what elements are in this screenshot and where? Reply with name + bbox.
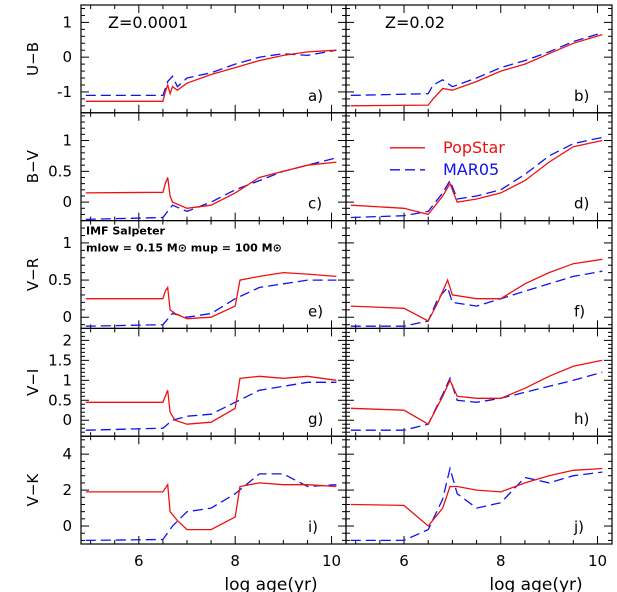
y-tick-label: 2 bbox=[62, 481, 72, 499]
series-mar05-line bbox=[350, 32, 603, 97]
series-popstar-line bbox=[350, 467, 603, 527]
series-mar05-line bbox=[350, 136, 603, 219]
y-tick-label: 0 bbox=[62, 308, 72, 326]
panel-j bbox=[345, 435, 613, 545]
panel-tag: h) bbox=[574, 410, 589, 428]
y-axis-label: V−K bbox=[24, 473, 42, 507]
legend-mar05-label: MAR05 bbox=[443, 160, 499, 179]
panel-frame bbox=[345, 327, 613, 437]
series-mar05-line bbox=[350, 465, 603, 542]
x-tick-label: 6 bbox=[134, 552, 144, 570]
y-tick-label: 0.5 bbox=[48, 162, 72, 180]
panel-tag: e) bbox=[308, 302, 323, 320]
series-popstar-line bbox=[350, 139, 603, 216]
series-mar05-line bbox=[85, 49, 337, 97]
y-axis-label: V−I bbox=[24, 369, 42, 396]
panel-tag: b) bbox=[574, 87, 589, 105]
y-axis-label: B−V bbox=[24, 149, 42, 183]
series-mar05-line bbox=[85, 473, 337, 542]
series-popstar-line bbox=[85, 161, 337, 209]
panel-tag: i) bbox=[308, 518, 318, 536]
y-axis-label: V−R bbox=[24, 258, 42, 291]
panel-f bbox=[345, 220, 613, 330]
y-tick-label: 1 bbox=[62, 132, 72, 150]
y-tick-label: 1.5 bbox=[48, 351, 72, 369]
series-mar05-line bbox=[85, 381, 337, 431]
legend-popstar-label: PopStar bbox=[443, 138, 505, 157]
series-popstar-line bbox=[350, 359, 603, 426]
panel-g bbox=[80, 327, 347, 437]
series-mar05-line bbox=[350, 270, 603, 327]
series-mar05-line bbox=[85, 279, 337, 327]
y-tick-label: 0 bbox=[62, 193, 72, 211]
panel-tag: f) bbox=[574, 302, 585, 320]
x-tick-label: 10 bbox=[322, 552, 341, 570]
panel-tag: g) bbox=[308, 410, 323, 428]
imf-note-line2: mlow = 0.15 M⊙ mup = 100 M⊙ bbox=[86, 242, 282, 255]
series-mar05-line bbox=[350, 371, 603, 431]
panel-i bbox=[80, 435, 347, 545]
y-axis-label: U−B bbox=[24, 42, 42, 76]
panel-tag: a) bbox=[308, 87, 323, 105]
panel-tag: j) bbox=[573, 518, 584, 536]
panel-c bbox=[80, 112, 347, 222]
series-popstar-line bbox=[350, 33, 603, 107]
series-popstar-line bbox=[350, 258, 603, 322]
panel-e bbox=[80, 220, 347, 330]
panel-h bbox=[345, 327, 613, 437]
panel-frame bbox=[345, 220, 613, 330]
x-tick-label: 10 bbox=[588, 552, 607, 570]
y-tick-label: 0.5 bbox=[48, 271, 72, 289]
y-tick-label: 1 bbox=[62, 13, 72, 31]
column-label-z-solar: Z=0.02 bbox=[385, 13, 445, 32]
y-tick-label: 0 bbox=[62, 48, 72, 66]
column-label-z-low: Z=0.0001 bbox=[108, 13, 188, 32]
panel-tag: d) bbox=[574, 195, 589, 213]
y-tick-label: 0.5 bbox=[48, 391, 72, 409]
y-tick-label: 2 bbox=[62, 331, 72, 349]
x-axis-label: log age(yr) bbox=[224, 575, 317, 592]
imf-note-line1: IMF Salpeter bbox=[86, 225, 166, 238]
series-popstar-line bbox=[85, 482, 337, 531]
y-tick-label: -1 bbox=[57, 83, 72, 101]
y-tick-label: 4 bbox=[62, 445, 72, 463]
x-tick-label: 6 bbox=[399, 552, 409, 570]
series-popstar-line bbox=[85, 375, 337, 425]
series-popstar-line bbox=[85, 49, 337, 102]
x-tick-label: 8 bbox=[230, 552, 240, 570]
x-axis-label: log age(yr) bbox=[489, 575, 582, 592]
y-tick-label: 0 bbox=[62, 517, 72, 535]
y-tick-label: 0 bbox=[62, 411, 72, 429]
series-popstar-line bbox=[85, 271, 337, 320]
y-tick-label: 1 bbox=[62, 234, 72, 252]
x-tick-label: 8 bbox=[496, 552, 506, 570]
y-tick-label: 1 bbox=[62, 371, 72, 389]
panel-tag: c) bbox=[308, 195, 322, 213]
